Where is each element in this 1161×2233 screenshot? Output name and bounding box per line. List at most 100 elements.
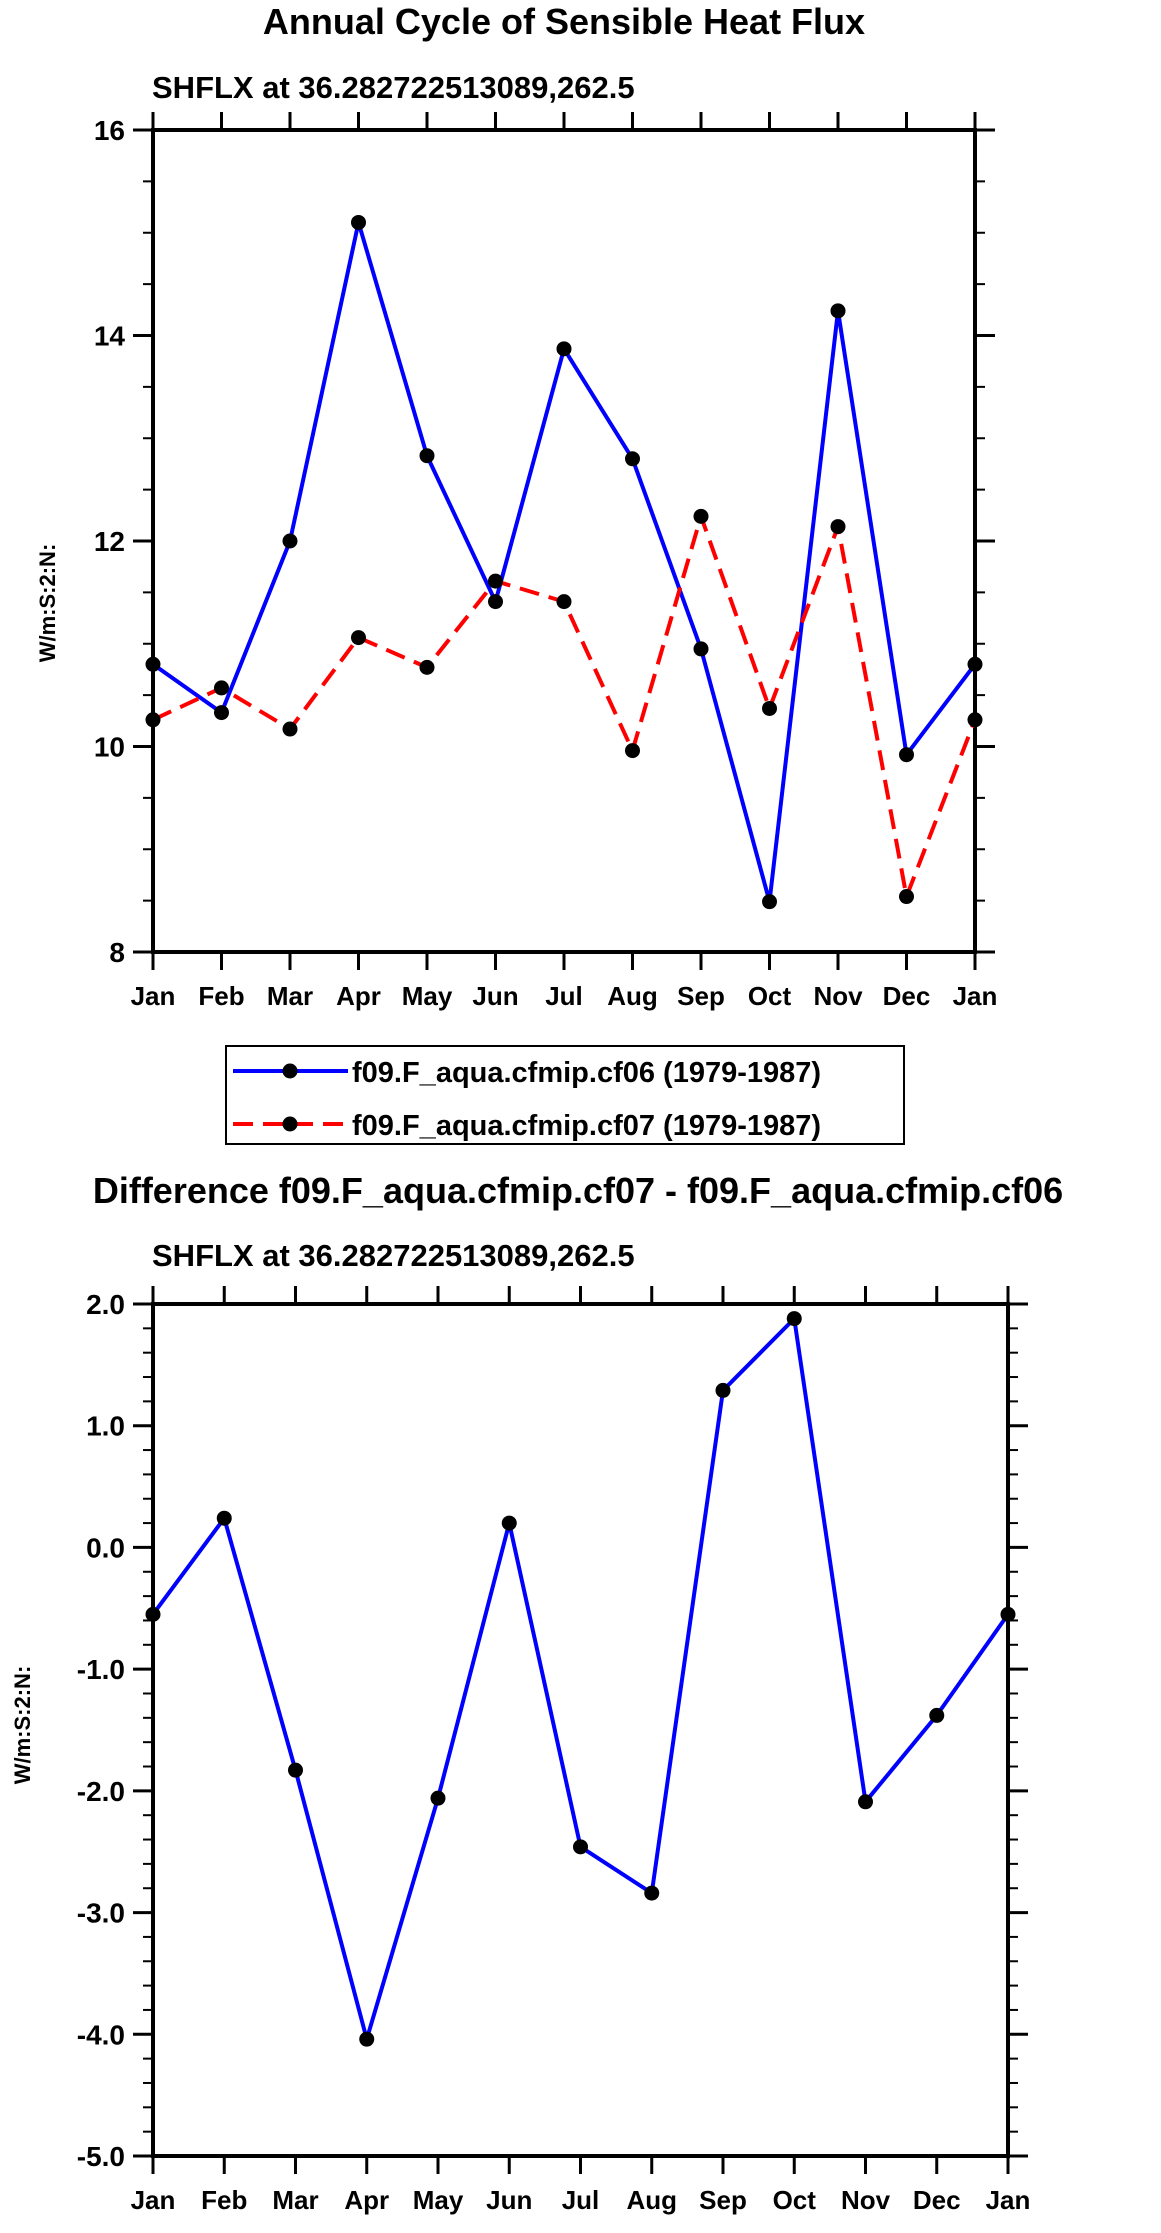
top-chart-series-line-0 — [151, 220, 977, 904]
difference-chart-series-0-point — [145, 1606, 161, 1622]
top-chart-series-1-point — [830, 519, 846, 535]
top-chart-series-1-point — [488, 573, 503, 589]
difference-chart-x-tick-labels: Jan Feb Mar Apr May Jun Jul Aug Sep Oct Nov Dec Jan — [131, 2185, 1031, 2215]
top-chart-y-axis-label: W/m:S:2:N: — [35, 544, 60, 663]
difference-chart-x-tick-label: Nov — [841, 2185, 891, 2215]
top-chart-series-1-point — [899, 889, 914, 905]
difference-chart-y-axis-label: W/m:S:2:N: — [10, 1666, 35, 1785]
difference-chart-x-tick-label: Feb — [201, 2185, 247, 2215]
top-chart-series-0-point — [625, 451, 640, 467]
difference-chart-y-tick-labels: -5.0 -4.0 -3.0 -2.0 -1.0 0.0 1.0 2.0 — [77, 1289, 125, 2172]
difference-chart-y-tick-label: -3.0 — [77, 1898, 125, 1929]
top-chart-series-0-point — [488, 594, 503, 610]
top-chart-series-1-point — [351, 630, 366, 646]
difference-chart-ticks — [133, 1286, 1028, 2174]
legend-label-cf06: f09.F_aqua.cfmip.cf06 (1979-1987) — [352, 1057, 821, 1089]
difference-chart-x-tick-label: Jun — [486, 2185, 532, 2215]
top-chart-series-0-point — [282, 533, 298, 549]
top-chart-series-0-point — [419, 448, 435, 464]
top-chart-y-tick-labels: 8 10 12 14 16 — [94, 115, 126, 968]
difference-chart-x-tick-label: Dec — [913, 2185, 961, 2215]
difference-chart-series-line-0 — [151, 1316, 1010, 2042]
difference-chart-x-tick-label: Aug — [626, 2185, 677, 2215]
difference-chart-series-0-point — [430, 1790, 446, 1806]
top-chart-series-1-point — [762, 700, 777, 716]
difference-chart-x-tick-label: Jan — [131, 2185, 176, 2215]
top-chart-series-1-point — [214, 680, 229, 696]
difference-chart-x-tick-label: Oct — [773, 2185, 817, 2215]
difference-chart-series-0-point — [573, 1839, 588, 1855]
top-chart-y-tick-label: 12 — [94, 526, 125, 557]
difference-chart-y-tick-label: 2.0 — [86, 1289, 125, 1320]
difference-chart-series-0-point — [786, 1311, 802, 1327]
top-chart-x-tick-label: Feb — [198, 981, 244, 1011]
top-chart-ticks — [133, 112, 995, 970]
difference-chart-series-0-point — [1000, 1606, 1016, 1622]
legend-label-cf07: f09.F_aqua.cfmip.cf07 (1979-1987) — [352, 1110, 821, 1142]
difference-chart-plot-frame — [151, 1302, 1010, 2158]
top-chart-series-1-point — [145, 712, 161, 728]
difference-chart-series-0-point — [929, 1707, 945, 1723]
difference-chart-y-tick-label: 0.0 — [86, 1532, 125, 1563]
difference-chart-x-tick-label: Mar — [272, 2185, 318, 2215]
top-chart-y-tick-label: 10 — [94, 732, 125, 763]
top-chart-x-tick-label: Dec — [883, 981, 931, 1011]
legend-marker-cf07 — [282, 1116, 298, 1132]
top-chart-series-0-point — [693, 641, 709, 657]
top-chart-plot-frame — [151, 128, 977, 954]
difference-chart-y-tick-label: -4.0 — [77, 2019, 125, 2050]
difference-chart-series-0-point — [715, 1382, 731, 1398]
top-chart-x-tick-label: Sep — [677, 981, 725, 1011]
difference-chart-series-0-point — [359, 2031, 375, 2047]
top-chart-x-tick-label: Apr — [336, 981, 381, 1011]
top-chart-y-tick-label: 16 — [94, 115, 125, 146]
difference-chart-y-tick-label: -1.0 — [77, 1654, 125, 1685]
top-chart-x-tick-label: Jan — [131, 981, 176, 1011]
top-chart-series-1-point — [282, 721, 298, 737]
top-chart-y-tick-label: 14 — [94, 321, 126, 352]
top-chart-series-1-point — [419, 659, 435, 675]
top-chart-x-tick-label: Jul — [545, 981, 583, 1011]
top-chart-series-1-point — [967, 712, 983, 728]
difference-chart-x-tick-label: Jan — [986, 2185, 1031, 2215]
difference-chart-series-0-point — [501, 1515, 517, 1531]
top-chart: Annual Cycle of Sensible Heat Flux SHFLX… — [35, 1, 997, 1011]
difference-chart-series-0-point — [288, 1762, 303, 1778]
difference-chart-subtitle: SHFLX at 36.282722513089,262.5 — [152, 1238, 635, 1273]
top-chart-x-tick-labels: Jan Feb Mar Apr May Jun Jul Aug Sep Oct Nov Dec Jan — [131, 981, 998, 1011]
difference-chart-y-tick-label: 1.0 — [86, 1411, 125, 1442]
difference-chart-x-tick-label: Sep — [699, 2185, 747, 2215]
legend: f09.F_aqua.cfmip.cf06 (1979-1987) f09.F_… — [225, 1045, 905, 1145]
top-chart-series-0-point — [556, 341, 572, 357]
difference-chart-title: Difference f09.F_aqua.cfmip.cf07 - f09.F… — [93, 1170, 1063, 1211]
top-chart-x-tick-label: Oct — [748, 981, 792, 1011]
top-chart-series-0-point — [899, 747, 914, 763]
top-chart-x-tick-label: Nov — [813, 981, 863, 1011]
difference-chart-series-0-point — [644, 1885, 660, 1901]
legend-marker-cf06 — [282, 1063, 298, 1079]
legend-box — [225, 1045, 905, 1145]
difference-chart-x-tick-label: Jul — [562, 2185, 600, 2215]
top-chart-series-1-point — [693, 508, 709, 524]
top-chart-x-tick-label: Aug — [607, 981, 658, 1011]
top-chart-series-0-point — [145, 656, 161, 672]
top-chart-series-0-point — [351, 214, 366, 230]
difference-chart-series — [145, 1311, 1016, 2047]
top-chart-series-1-point — [556, 594, 572, 610]
top-chart-x-tick-label: May — [402, 981, 453, 1011]
top-chart-series-0-point — [967, 656, 983, 672]
top-chart-series-0-point — [830, 303, 846, 319]
difference-chart-y-tick-label: -2.0 — [77, 1776, 125, 1807]
top-chart-title: Annual Cycle of Sensible Heat Flux — [263, 1, 865, 42]
top-chart-series-0-point — [214, 705, 229, 721]
top-chart-x-tick-label: Mar — [267, 981, 313, 1011]
top-chart-subtitle: SHFLX at 36.282722513089,262.5 — [152, 70, 635, 105]
top-chart-series — [145, 214, 983, 910]
difference-chart-series-0-point — [858, 1794, 873, 1810]
difference-chart: Difference f09.F_aqua.cfmip.cf07 - f09.F… — [10, 1170, 1063, 2215]
top-chart-y-tick-label: 8 — [109, 937, 125, 968]
difference-chart-x-tick-label: Apr — [344, 2185, 389, 2215]
difference-chart-series-0-point — [216, 1510, 232, 1526]
top-chart-series-1-point — [625, 743, 640, 759]
top-chart-x-tick-label: Jan — [953, 981, 998, 1011]
